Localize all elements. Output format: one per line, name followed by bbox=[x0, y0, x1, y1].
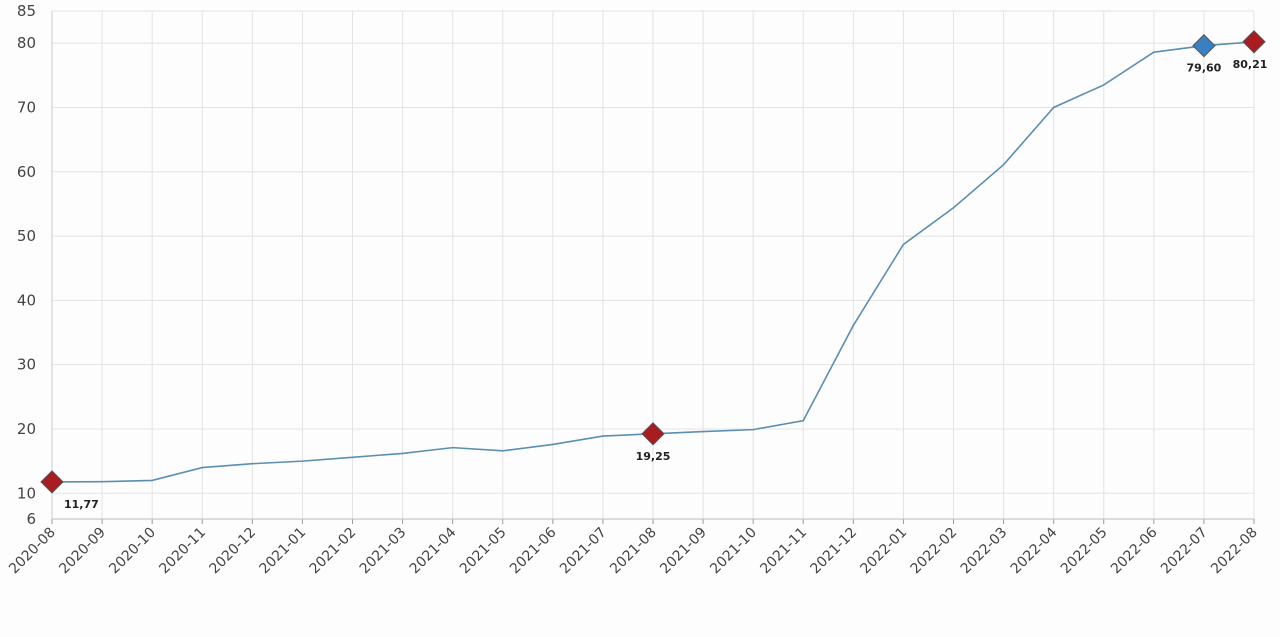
x-tick-label: 2020-09 bbox=[56, 525, 109, 578]
y-tick-label: 80 bbox=[17, 34, 36, 52]
data-point bbox=[151, 479, 153, 482]
data-label: 11,77 bbox=[64, 498, 99, 511]
data-point bbox=[802, 419, 805, 422]
x-tick-label: 2022-06 bbox=[1108, 524, 1161, 577]
data-point bbox=[251, 462, 254, 465]
x-tick-label: 2021-08 bbox=[607, 525, 660, 578]
x-tick-label: 2021-07 bbox=[557, 525, 610, 578]
data-point bbox=[702, 430, 704, 433]
data-point bbox=[101, 480, 103, 483]
data-point bbox=[451, 446, 454, 449]
data-point bbox=[351, 456, 354, 459]
data-point bbox=[952, 206, 955, 209]
x-tick-label: 2020-11 bbox=[156, 525, 209, 578]
x-tick-label: 2022-05 bbox=[1058, 525, 1111, 578]
x-tick-label: 2022-04 bbox=[1008, 524, 1061, 577]
x-tick-label: 2022-02 bbox=[908, 525, 961, 578]
data-point bbox=[1153, 51, 1155, 53]
markers: 11,77 19,25 79,60 80,21 bbox=[40, 30, 1268, 511]
y-tick-label: 10 bbox=[17, 484, 36, 502]
x-tick-label: 2021-10 bbox=[707, 525, 760, 578]
data-point bbox=[752, 428, 754, 431]
data-point bbox=[1102, 84, 1105, 86]
y-axis: 6 10 20 30 40 50 60 70 80 85 bbox=[17, 2, 53, 528]
data-point bbox=[501, 450, 504, 452]
x-tick-label: 2021-06 bbox=[507, 524, 560, 577]
y-tick-label: 70 bbox=[17, 98, 36, 116]
x-tick-label: 2021-04 bbox=[407, 524, 460, 577]
y-tick-label: 60 bbox=[17, 163, 36, 181]
x-tick-label: 2021-12 bbox=[807, 525, 860, 578]
data-label: 80,21 bbox=[1233, 58, 1268, 71]
x-tick-label: 2021-11 bbox=[757, 525, 810, 578]
data-point bbox=[1052, 106, 1055, 109]
x-axis: 2020-082020-092020-102020-112020-122021-… bbox=[6, 518, 1261, 578]
data-point bbox=[852, 324, 855, 327]
x-tick-label: 2021-03 bbox=[357, 525, 410, 578]
x-tick-label: 2021-09 bbox=[657, 525, 710, 578]
y-tick-label: 50 bbox=[17, 227, 36, 245]
x-tick-label: 2020-10 bbox=[106, 525, 159, 578]
data-point bbox=[1002, 163, 1005, 166]
x-tick-label: 2020-08 bbox=[6, 525, 59, 578]
highlight-marker bbox=[1192, 34, 1216, 58]
x-tick-label: 2022-01 bbox=[858, 525, 911, 578]
data-point bbox=[552, 443, 554, 446]
highlight-marker bbox=[40, 470, 64, 494]
data-point bbox=[401, 452, 404, 455]
x-tick-label: 2021-05 bbox=[457, 525, 510, 578]
data-point bbox=[201, 466, 204, 469]
data-point bbox=[902, 243, 905, 246]
data-label: 19,25 bbox=[636, 450, 671, 463]
x-tick-label: 2021-02 bbox=[307, 525, 360, 578]
x-tick-label: 2021-01 bbox=[257, 525, 310, 578]
x-tick-label: 2020-12 bbox=[206, 525, 259, 578]
x-tick-label: 2022-03 bbox=[958, 525, 1011, 578]
highlight-marker bbox=[641, 422, 665, 446]
y-tick-label: 20 bbox=[17, 420, 36, 438]
y-tick-label: 85 bbox=[17, 2, 36, 20]
x-tick-label: 2022-08 bbox=[1208, 525, 1261, 578]
data-label: 79,60 bbox=[1187, 62, 1222, 75]
data-point bbox=[602, 435, 604, 437]
highlight-marker bbox=[1242, 30, 1266, 54]
x-tick-label: 2022-07 bbox=[1158, 525, 1211, 578]
data-point bbox=[301, 460, 304, 462]
y-tick-label: 30 bbox=[17, 356, 36, 374]
y-tick-label: 40 bbox=[17, 291, 36, 309]
y-tick-label: 6 bbox=[26, 510, 36, 528]
